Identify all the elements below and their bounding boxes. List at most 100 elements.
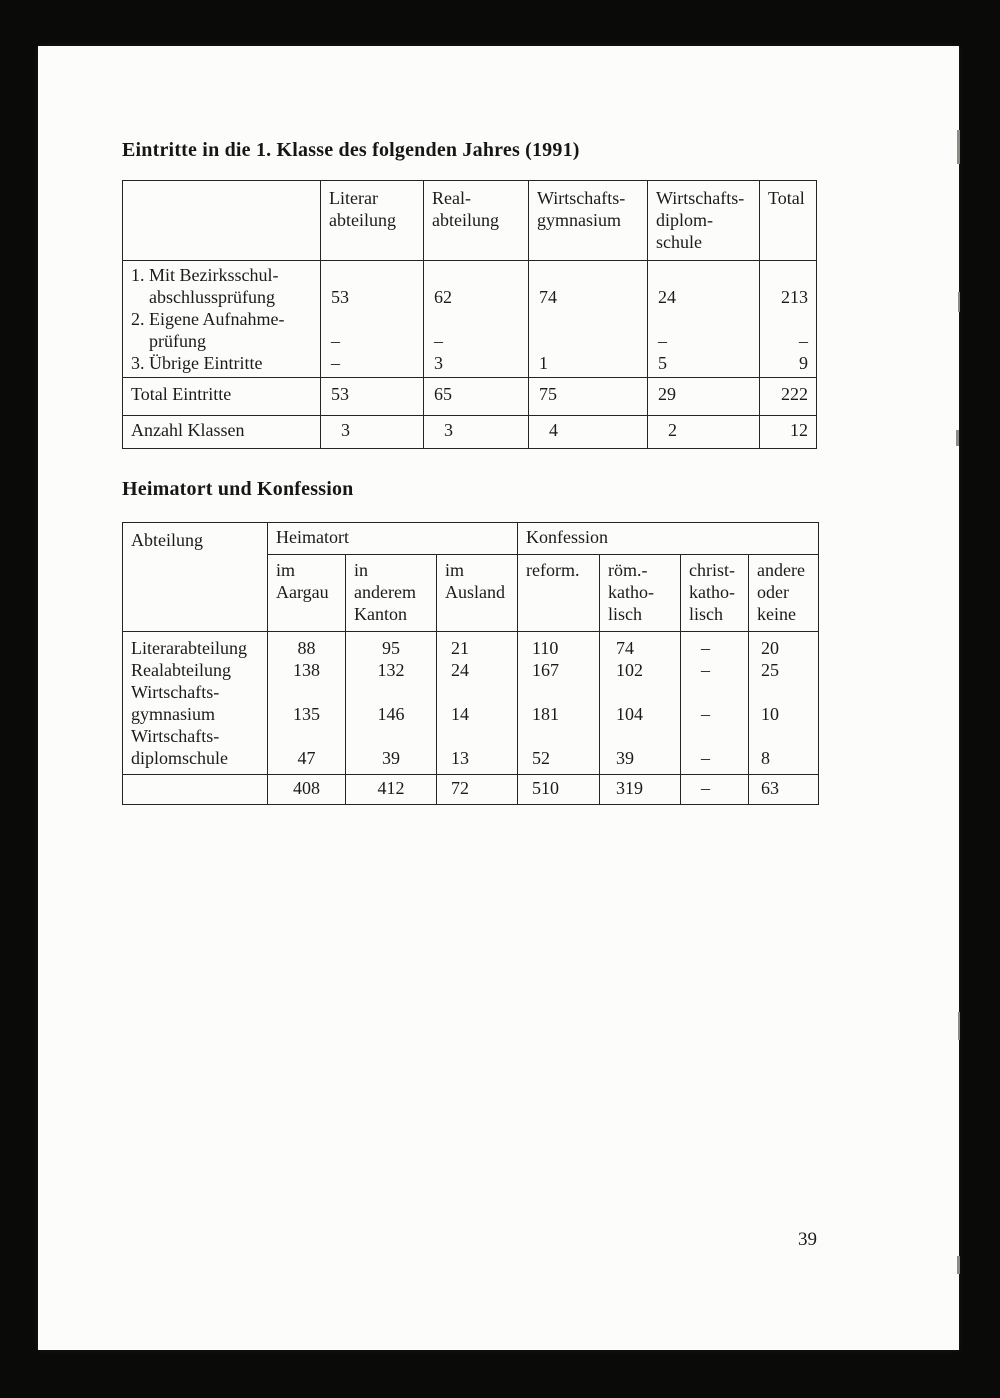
header-in-anderem-kanton: in anderem Kanton — [345, 554, 437, 632]
row-label: Anzahl Klassen — [122, 415, 321, 449]
group-header-row: Abteilung Heimatort Konfession — [122, 522, 819, 632]
header-literarabteilung: Literar abteilung — [320, 180, 424, 261]
table-cell: 39 — [616, 748, 634, 768]
document-page: Eintritte in die 1. Klasse des folgenden… — [38, 46, 959, 1350]
row-label: Eigene Aufnahme- — [149, 309, 285, 329]
values-wirtschaftsdiplomschule: 24 – 5 — [647, 260, 760, 378]
row-label: Realabteilung — [131, 660, 231, 680]
table-cell: 47 — [297, 748, 316, 768]
header-im-aargau: im Aargau — [267, 554, 346, 632]
values-reformiert: 110 167 181 52 — [517, 631, 600, 775]
table-cell: 95 — [382, 638, 400, 658]
row-label: Übrige Eintritte — [149, 353, 263, 373]
table-cell: – — [701, 638, 710, 658]
row-labels-cell: 1. Mit Bezirksschul- abschlussprüfung 2. E… — [122, 260, 321, 378]
list-number: 3. — [131, 353, 145, 373]
table-cell: – — [701, 748, 710, 768]
table-cell: 181 — [532, 704, 559, 724]
values-in-anderem-kanton: 95 132 146 39 — [345, 631, 437, 775]
header-heimatort-group: Heimatort — [267, 522, 518, 555]
values-roemisch-katholisch: 74 102 104 39 — [599, 631, 681, 775]
table-cell: 74 — [616, 638, 634, 658]
header-total: Total — [759, 180, 817, 261]
row-label: Mit Bezirksschul- — [149, 265, 279, 285]
table-cell: – — [799, 331, 808, 351]
table-cell: 14 — [451, 704, 469, 724]
header-abteilung: Abteilung — [122, 522, 268, 632]
totals-row: 408 412 72 510 319 – 63 — [122, 774, 819, 805]
table-cell: 146 — [377, 704, 405, 724]
values-total: 213 – 9 — [759, 260, 817, 378]
table-cell: 10 — [761, 704, 779, 724]
empty-cell — [122, 774, 268, 805]
table-cell: 8 — [761, 748, 770, 768]
table-cell: – — [331, 331, 340, 351]
scan-artifact — [958, 292, 960, 312]
table-cell: 132 — [377, 660, 405, 680]
table-cell: 52 — [532, 748, 550, 768]
header-corner-cell — [122, 180, 321, 261]
table-cell: 135 — [293, 704, 320, 724]
table-cell: 167 — [532, 660, 559, 680]
section1-title: Eintritte in die 1. Klasse des folgenden… — [122, 139, 580, 161]
values-christ-katholisch: – – – – — [680, 631, 749, 775]
row-label: Total Eintritte — [122, 377, 321, 416]
table-cell: – — [701, 660, 710, 680]
row-label: diplomschule — [131, 748, 228, 768]
table-cell: 412 — [345, 774, 437, 805]
table-cell: 213 — [781, 287, 808, 307]
table-cell: 74 — [539, 287, 557, 307]
table-cell: 138 — [293, 660, 320, 680]
anzahl-klassen-row: Anzahl Klassen 3 3 4 2 12 — [122, 415, 817, 449]
table-cell: 9 — [799, 353, 808, 373]
header-christ-katholisch: christ- katho- lisch — [680, 554, 749, 632]
eintritte-header-row: Literar abteilung Real- abteilung Wirtsc… — [122, 180, 817, 261]
table-cell: – — [434, 331, 443, 351]
table-cell: 319 — [599, 774, 681, 805]
table-cell: 102 — [616, 660, 643, 680]
abteilung-labels-cell: Literarabteilung Realabteilung Wirtschaf… — [122, 631, 268, 775]
table-cell: 408 — [267, 774, 346, 805]
table-cell: 104 — [616, 704, 643, 724]
values-im-aargau: 88 138 135 47 — [267, 631, 346, 775]
table-cell: 25 — [761, 660, 779, 680]
table-cell: 53 — [331, 287, 349, 307]
table-cell: 13 — [451, 748, 469, 768]
values-realabteilung: 62 – 3 — [423, 260, 529, 378]
table-cell — [530, 330, 647, 352]
row-label: gymnasium — [131, 704, 215, 724]
header-wirtschaftsgymnasium: Wirtschafts- gymnasium — [528, 180, 648, 261]
table-cell: 20 — [761, 638, 779, 658]
row-label: Wirtschafts- — [131, 726, 220, 746]
scan-artifact — [957, 130, 960, 164]
row-label: Literarabteilung — [131, 638, 247, 658]
row-label: prüfung — [149, 331, 206, 351]
heimatort-konfession-table: Abteilung Heimatort Konfession im Aargau… — [122, 522, 819, 805]
values-literarabteilung: 53 – – — [320, 260, 424, 378]
row-label: abschlussprüfung — [149, 287, 275, 307]
table-cell: 510 — [517, 774, 600, 805]
table-cell: 12 — [759, 415, 817, 449]
values-andere-oder-keine: 20 25 10 8 — [748, 631, 819, 775]
table-cell: 24 — [658, 287, 676, 307]
header-reformiert: reform. — [517, 554, 600, 632]
header-realabteilung: Real- abteilung — [423, 180, 529, 261]
table-cell: 39 — [382, 748, 400, 768]
section2-title: Heimatort und Konfession — [122, 478, 354, 500]
values-wirtschaftsgymnasium: 74 1 — [528, 260, 648, 378]
table-cell: 88 — [297, 638, 316, 658]
table-cell: 24 — [451, 660, 469, 680]
table-cell: 4 — [528, 415, 648, 449]
list-number: 1. — [131, 265, 145, 285]
eintritte-table: Literar abteilung Real- abteilung Wirtsc… — [122, 180, 817, 449]
values-im-ausland: 21 24 14 13 — [436, 631, 518, 775]
table-cell: 75 — [528, 377, 648, 416]
table-cell: 222 — [759, 377, 817, 416]
table-cell: 72 — [436, 774, 518, 805]
table-cell: 3 — [423, 415, 529, 449]
header-andere-oder-keine: andere oder keine — [748, 554, 819, 632]
page-number: 39 — [798, 1229, 817, 1250]
header-wirtschaftsdiplomschule: Wirtschafts- diplom- schule — [647, 180, 760, 261]
row-label: Wirtschafts- — [131, 682, 220, 702]
table-cell: – — [658, 331, 667, 351]
